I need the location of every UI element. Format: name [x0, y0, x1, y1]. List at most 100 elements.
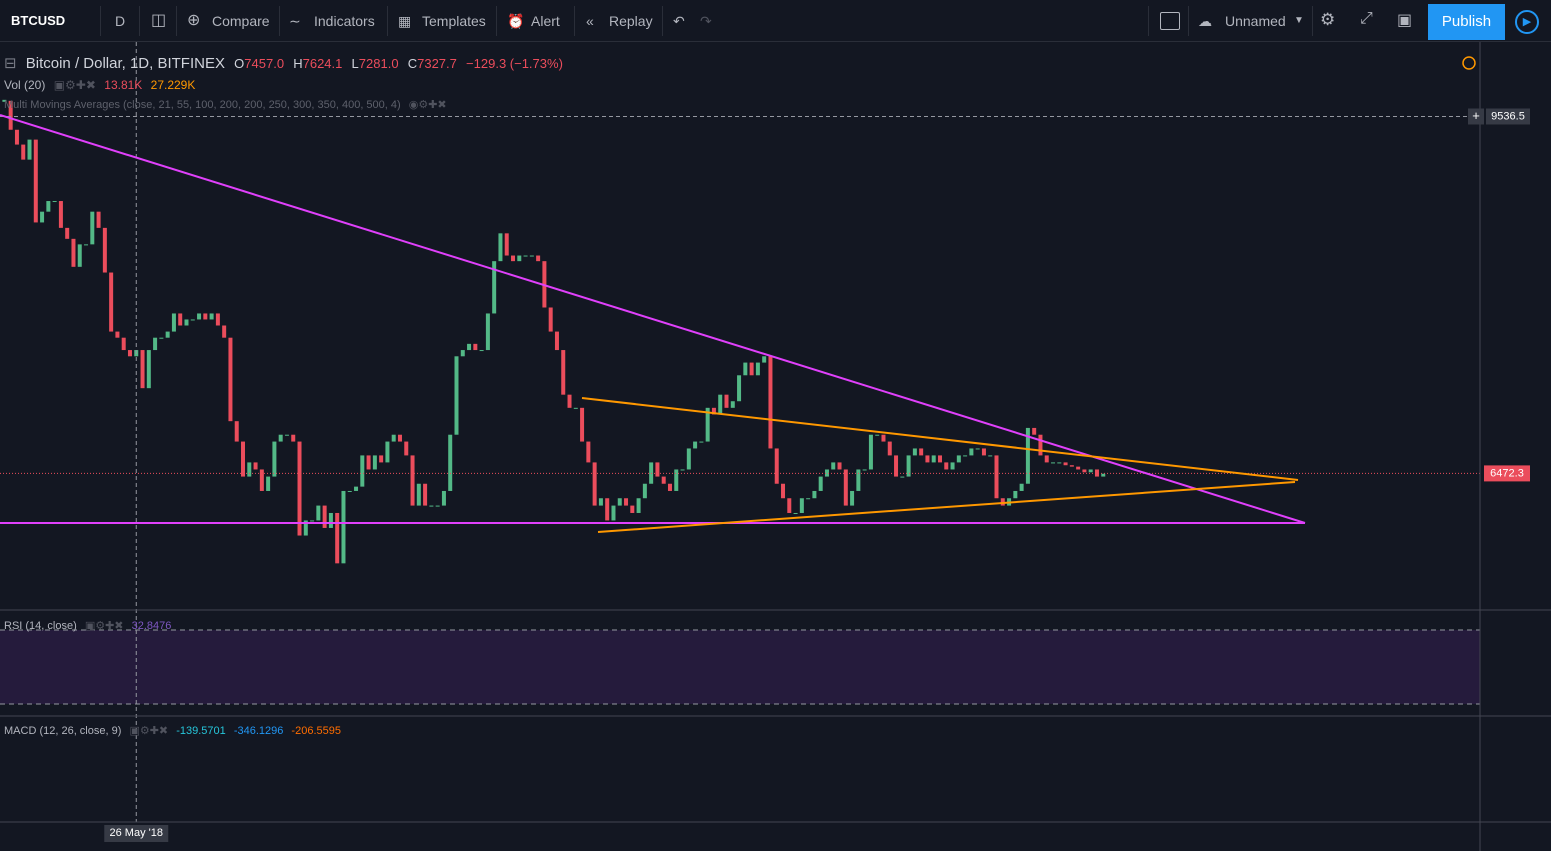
- candle: [397, 434, 402, 442]
- snapshot-button[interactable]: ▣: [1397, 12, 1413, 29]
- legend-buttons[interactable]: ▣⚙✚✖: [129, 725, 169, 737]
- close-label: C: [407, 56, 418, 71]
- candle: [636, 498, 641, 513]
- collapse-icon[interactable]: ⊟: [4, 55, 17, 72]
- layout-dropdown[interactable]: ▼: [1294, 15, 1304, 26]
- candle: [674, 469, 679, 491]
- candle: [253, 462, 258, 470]
- candle: [824, 469, 829, 477]
- warning-icon[interactable]: [1462, 56, 1476, 70]
- legend-buttons[interactable]: ▣⚙✚✖: [84, 620, 124, 632]
- candle: [347, 490, 352, 492]
- crosshair-add-icon: +: [1472, 108, 1480, 123]
- replay-icon: «: [586, 13, 594, 29]
- separator: [139, 6, 140, 36]
- high-value: 7624.1: [302, 56, 343, 71]
- candle: [234, 421, 239, 442]
- compare-button[interactable]: Compare: [212, 13, 270, 29]
- candle: [379, 455, 384, 463]
- separator: [574, 6, 575, 36]
- candle: [956, 455, 961, 463]
- candle: [781, 483, 786, 499]
- candle: [479, 350, 484, 352]
- candle: [944, 462, 949, 470]
- crosshair-date-label: 26 May '18: [110, 827, 163, 839]
- candle: [1082, 469, 1087, 473]
- candle: [485, 313, 490, 351]
- candle: [912, 448, 917, 456]
- candle: [768, 356, 773, 449]
- legend-buttons[interactable]: ◉⚙✚✖: [408, 99, 447, 111]
- indicators-icon: ∼: [289, 13, 301, 29]
- candle: [153, 337, 158, 351]
- templates-button[interactable]: Templates: [422, 13, 486, 29]
- candle: [680, 469, 685, 471]
- candle: [511, 255, 516, 262]
- candle: [724, 394, 729, 408]
- legend-buttons[interactable]: ▣⚙✚✖: [53, 78, 96, 92]
- undo-button[interactable]: ↶: [673, 13, 685, 29]
- redo-button[interactable]: ↷: [700, 13, 712, 29]
- candle: [931, 455, 936, 463]
- candle: [391, 434, 396, 442]
- candle: [875, 434, 880, 436]
- publish-button[interactable]: Publish: [1428, 4, 1505, 40]
- settings-button[interactable]: ⚙: [1320, 10, 1336, 29]
- candle: [950, 462, 955, 470]
- candle: [831, 462, 836, 470]
- candle: [1057, 462, 1062, 464]
- alert-button[interactable]: Alert: [531, 13, 560, 29]
- candle: [843, 469, 848, 506]
- candle: [52, 201, 57, 203]
- ma-legend: Multi Movings Averages (close, 21, 55, 1…: [4, 98, 452, 111]
- candle: [171, 313, 176, 332]
- candle: [963, 455, 968, 457]
- indicators-button[interactable]: Indicators: [314, 13, 375, 29]
- separator: [1312, 6, 1313, 36]
- candle: [705, 407, 710, 442]
- candle: [498, 233, 503, 262]
- candle: [536, 255, 541, 262]
- candle: [799, 498, 804, 513]
- fullscreen-toggle[interactable]: [1160, 12, 1180, 30]
- macd-histogram-value: -139.5701: [176, 725, 226, 737]
- replay-button[interactable]: Replay: [609, 13, 653, 29]
- candle: [259, 469, 264, 491]
- high-label: H: [293, 56, 303, 71]
- separator: [1188, 6, 1189, 36]
- candle: [448, 434, 453, 491]
- candle: [328, 512, 333, 528]
- interval[interactable]: D: [115, 13, 126, 29]
- candle: [203, 313, 208, 320]
- crosshair-price-box: [1486, 108, 1530, 125]
- fullscreen-button[interactable]: ⤢: [1360, 10, 1373, 27]
- candle: [655, 462, 660, 477]
- candle: [592, 462, 597, 506]
- candle: [850, 490, 855, 506]
- play-button[interactable]: ▶: [1515, 10, 1539, 34]
- candle: [1063, 462, 1068, 466]
- candle: [818, 476, 823, 491]
- candle: [58, 201, 63, 228]
- rsi-title: RSI (14, close): [4, 620, 77, 632]
- candle: [316, 505, 321, 521]
- layout-name[interactable]: Unnamed: [1225, 13, 1286, 29]
- chart-style-icon[interactable]: ◫: [151, 12, 167, 29]
- candle: [272, 441, 277, 477]
- candle: [90, 211, 95, 245]
- candle: [454, 356, 459, 435]
- symbol[interactable]: BTCUSD: [11, 13, 66, 28]
- candle: [146, 350, 151, 389]
- open-label: O: [234, 56, 245, 71]
- candle: [184, 319, 189, 326]
- candle: [385, 441, 390, 463]
- volume-ma-value: 27.229K: [150, 78, 196, 92]
- candle: [209, 313, 214, 320]
- candle: [699, 441, 704, 443]
- candle: [598, 498, 603, 506]
- candle: [278, 434, 283, 442]
- candle: [1094, 469, 1099, 477]
- separator: [387, 6, 388, 36]
- candle: [77, 244, 82, 267]
- candle: [711, 407, 716, 415]
